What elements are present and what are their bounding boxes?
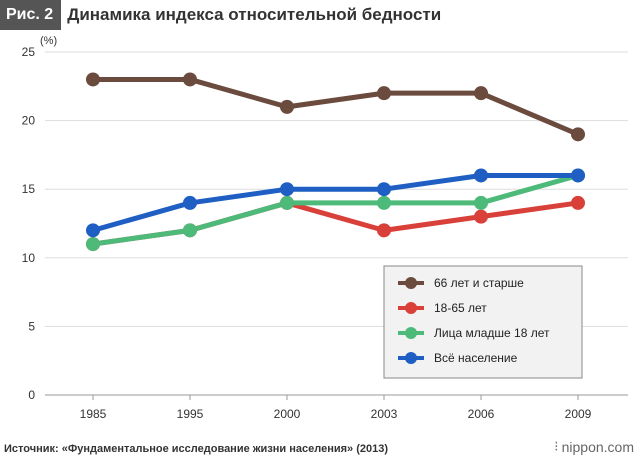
data-point <box>183 223 197 238</box>
data-point <box>86 223 100 238</box>
y-tick-label: 5 <box>28 319 35 333</box>
x-tick-label: 1985 <box>80 407 107 421</box>
figure-label: Рис. 2 <box>0 0 62 30</box>
data-point <box>571 195 585 210</box>
y-tick-label: 10 <box>22 251 36 265</box>
legend-swatch-marker <box>405 277 417 289</box>
data-point <box>474 209 488 224</box>
y-tick-label: 25 <box>22 45 36 59</box>
x-tick-label: 2006 <box>468 407 495 421</box>
series-line <box>92 173 579 247</box>
y-tick-label: 20 <box>22 114 36 128</box>
data-point <box>377 182 391 197</box>
data-point <box>86 237 100 252</box>
nippon-logo-icon: ⁝ <box>554 438 559 454</box>
legend: 66 лет и старше 18-65 лет Лица младше 18 л… <box>383 265 583 379</box>
y-axis-label: (%) <box>40 35 57 47</box>
legend-swatch-marker <box>405 327 417 339</box>
data-point <box>474 195 488 210</box>
legend-label: Лица младше 18 лет <box>434 326 550 340</box>
legend-swatch-marker <box>405 302 417 314</box>
data-point <box>280 182 294 197</box>
y-tick-label: 0 <box>28 388 35 402</box>
x-tick-label: 2003 <box>371 407 398 421</box>
data-point <box>183 72 197 87</box>
series-line <box>93 76 579 137</box>
data-point <box>571 168 585 183</box>
data-point <box>86 72 100 87</box>
data-point <box>377 223 391 238</box>
data-point <box>474 168 488 183</box>
data-point <box>280 99 294 114</box>
chart-title: Динамика индекса относительной бедности <box>67 5 442 24</box>
data-point <box>183 195 197 210</box>
source-note: Источник: «Фундаментальное исследование … <box>4 443 389 455</box>
x-tick-label: 1995 <box>177 407 204 421</box>
x-tick-label: 2000 <box>274 407 301 421</box>
data-point <box>571 127 585 142</box>
legend-label: 18-65 лет <box>434 301 487 315</box>
legend-swatch-marker <box>405 352 417 364</box>
data-point <box>377 86 391 101</box>
legend-label: 66 лет и старше <box>434 276 524 290</box>
brand: ⁝ nippon.com <box>554 438 634 455</box>
line-chart: 0 5 10 15 20 25 (%) 1985 1995 2000 2003 2006 2009 66 … <box>22 35 628 421</box>
brand-name: nippon.com <box>561 438 634 455</box>
figure-header: Рис. 2 Динамика индекса относительной бе… <box>0 0 441 30</box>
data-point <box>474 86 488 101</box>
y-tick-label: 15 <box>22 182 36 196</box>
legend-label: Всё население <box>434 351 518 365</box>
series-line <box>92 172 578 233</box>
data-point <box>377 195 391 210</box>
x-tick-label: 2009 <box>565 407 592 421</box>
data-point <box>280 195 294 210</box>
